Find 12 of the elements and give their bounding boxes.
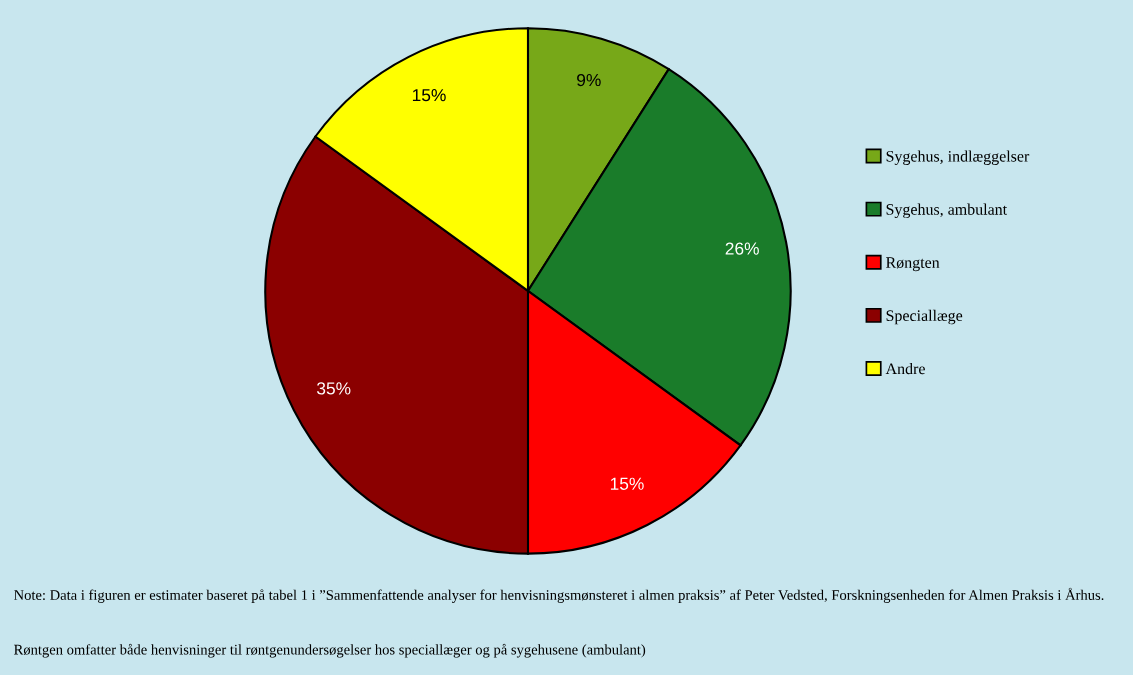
legend-label: Speciallæge bbox=[886, 309, 963, 325]
text: Røntgen omfatter både henvisninger til røntgenundersøgelser hos speciallæger og på sygehusene (ambulant) bbox=[14, 643, 646, 658]
legend-label: Sygehus, indlæggelser bbox=[886, 150, 1030, 165]
data-label: 15% bbox=[610, 477, 644, 490]
data-label: 9% bbox=[577, 73, 601, 87]
legend-label: Sygehus, ambulant bbox=[886, 203, 1008, 219]
text: Note: Data i figuren er estimater baseret på tabel 1 i ”Sammenfattende analyser for henvisningsmønsteret i almen praksis” af Peter Vedsted, Forskningsenheden for Almen Praksis i Århus. bbox=[14, 587, 1104, 603]
data-label: 35% bbox=[316, 382, 351, 395]
data-label: 26% bbox=[725, 242, 759, 255]
data-label: 15% bbox=[412, 89, 446, 102]
legend-label: Andre bbox=[885, 362, 925, 375]
legend-label: Røngten bbox=[886, 257, 940, 272]
